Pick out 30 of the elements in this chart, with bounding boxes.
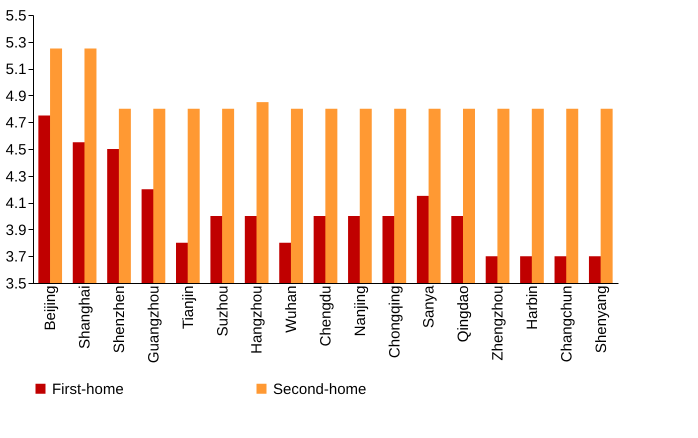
x-tick-label: Chengdu [318,286,334,346]
x-tick-label: Sanya [420,284,438,328]
legend-label: Second-home [273,380,366,398]
x-tick-label: Nanjing [352,286,369,336]
y-tick-label: 4.9 [6,88,26,105]
x-tick-label: Suzhou [214,286,232,336]
x-tick-label: Shenzhen [111,286,128,354]
x-tick-label: Guangzhou [145,286,162,364]
y-tick-label: 4.3 [6,168,26,186]
x-tick-label: Changchun [558,286,576,362]
x-tick-label: Zhengzhou [490,286,507,361]
x-tick-label: Wuhan [283,286,300,333]
x-tick-label: Shanghai [76,286,94,349]
x-tick-label: Shenyang [592,286,610,354]
x-tick-label: Hangzhou [248,286,266,354]
y-tick-label: 3.9 [6,222,26,239]
y-tick-label: 5.1 [6,61,26,78]
legend-label: First-home [52,380,124,398]
x-tick-label: Tianjin [180,286,197,330]
y-tick-label: 4.5 [6,142,26,158]
y-tick-label: 4.7 [6,114,26,132]
x-tick-label: Beijing [42,286,60,331]
y-tick-label: 5.5 [6,8,26,24]
x-tick-label: Qingdao [455,286,472,342]
x-tick-label: Harbin [524,286,541,330]
y-tick-label: 4.1 [6,195,26,212]
x-tick-label: Chongqing [386,286,404,358]
y-tick-label: 3.5 [6,276,26,292]
y-tick-label: 5.3 [6,34,26,52]
y-tick-label: 3.7 [6,248,26,266]
